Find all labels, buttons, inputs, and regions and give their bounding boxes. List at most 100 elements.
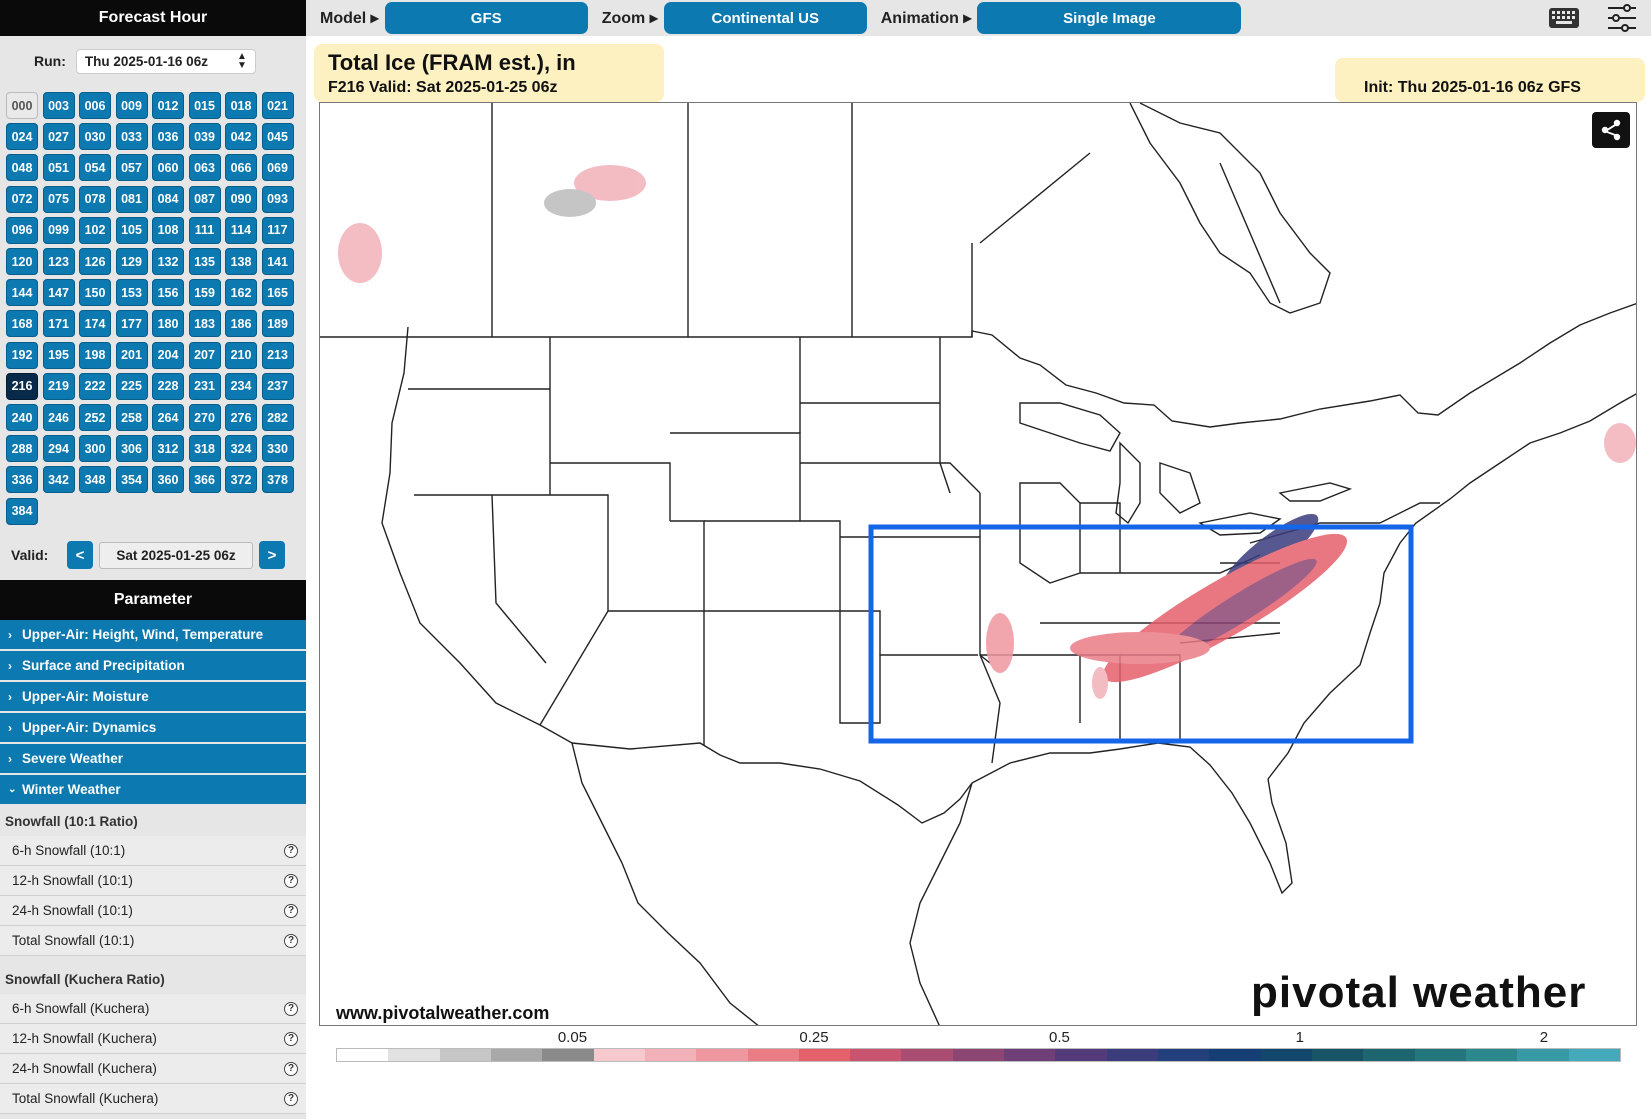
forecast-hour-button[interactable]: 354 <box>115 466 148 494</box>
animation-button[interactable]: Single Image <box>977 2 1242 34</box>
forecast-hour-button[interactable]: 330 <box>261 435 294 463</box>
param-12h-snowfall-10-1[interactable]: 12-h Snowfall (10:1)? <box>0 866 306 896</box>
forecast-hour-button[interactable]: 264 <box>152 404 184 431</box>
forecast-hour-button[interactable]: 180 <box>152 310 184 338</box>
forecast-hour-button[interactable]: 189 <box>261 310 294 338</box>
forecast-hour-button[interactable]: 135 <box>188 248 221 275</box>
forecast-hour-button[interactable]: 162 <box>225 279 257 307</box>
param-24h-snowfall-10-1[interactable]: 24-h Snowfall (10:1)? <box>0 896 306 926</box>
forecast-hour-button[interactable]: 198 <box>79 341 111 369</box>
forecast-hour-button[interactable]: 087 <box>188 185 221 213</box>
forecast-hour-button[interactable]: 378 <box>261 466 294 494</box>
forecast-hour-button[interactable]: 003 <box>42 92 75 119</box>
forecast-hour-button[interactable]: 252 <box>79 404 111 431</box>
forecast-hour-button[interactable]: 024 <box>6 123 38 151</box>
forecast-hour-button[interactable]: 039 <box>188 123 221 151</box>
forecast-hour-button[interactable]: 300 <box>79 435 111 463</box>
forecast-hour-button[interactable]: 219 <box>42 372 75 400</box>
forecast-hour-button[interactable]: 042 <box>225 123 257 151</box>
help-icon[interactable]: ? <box>284 873 298 888</box>
forecast-hour-button[interactable]: 084 <box>152 185 184 213</box>
forecast-hour-button[interactable]: 165 <box>261 279 294 307</box>
category-severe-weather[interactable]: › Severe Weather <box>0 744 306 773</box>
forecast-hour-button[interactable]: 168 <box>6 310 38 338</box>
forecast-hour-button[interactable]: 324 <box>225 435 257 463</box>
forecast-hour-button[interactable]: 123 <box>42 248 75 275</box>
forecast-hour-button[interactable]: 075 <box>42 185 75 213</box>
forecast-map[interactable] <box>319 102 1637 1026</box>
category-upper-air-height-wind-temperature[interactable]: › Upper-Air: Height, Wind, Temperature <box>0 620 306 649</box>
forecast-hour-button[interactable]: 066 <box>225 154 257 182</box>
forecast-hour-button[interactable]: 282 <box>261 404 294 431</box>
forecast-hour-button[interactable]: 048 <box>6 154 38 182</box>
forecast-hour-button[interactable]: 276 <box>225 404 257 431</box>
forecast-hour-button[interactable]: 207 <box>188 341 221 369</box>
forecast-hour-button[interactable]: 336 <box>6 466 38 494</box>
forecast-hour-button[interactable]: 006 <box>79 92 111 119</box>
forecast-hour-button[interactable]: 177 <box>115 310 148 338</box>
forecast-hour-button[interactable]: 225 <box>115 372 148 400</box>
forecast-hour-button[interactable]: 144 <box>6 279 38 307</box>
forecast-hour-button[interactable]: 213 <box>261 341 294 369</box>
zoom-button[interactable]: Continental US <box>663 2 867 34</box>
forecast-hour-button[interactable]: 132 <box>152 248 184 275</box>
forecast-hour-button[interactable]: 147 <box>42 279 75 307</box>
forecast-hour-button[interactable]: 201 <box>115 341 148 369</box>
forecast-hour-button[interactable]: 054 <box>79 154 111 182</box>
forecast-hour-button[interactable]: 186 <box>225 310 257 338</box>
forecast-hour-button[interactable]: 216 <box>6 372 38 400</box>
forecast-hour-button[interactable]: 069 <box>261 154 294 182</box>
forecast-hour-button[interactable]: 093 <box>261 185 294 213</box>
next-hour-button[interactable]: > <box>259 541 285 569</box>
param-24h-snowfall-kuchera[interactable]: 24-h Snowfall (Kuchera)? <box>0 1054 306 1084</box>
forecast-hour-button[interactable]: 222 <box>79 372 111 400</box>
forecast-hour-button[interactable]: 057 <box>115 154 148 182</box>
forecast-hour-button[interactable]: 306 <box>115 435 148 463</box>
help-icon[interactable]: ? <box>284 1001 298 1016</box>
forecast-hour-button[interactable]: 102 <box>79 216 111 244</box>
forecast-hour-button[interactable]: 051 <box>42 154 75 182</box>
forecast-hour-button[interactable]: 111 <box>188 216 221 244</box>
forecast-hour-button[interactable]: 372 <box>225 466 257 494</box>
forecast-hour-button[interactable]: 228 <box>152 372 184 400</box>
forecast-hour-button[interactable]: 348 <box>79 466 111 494</box>
forecast-hour-button[interactable]: 171 <box>42 310 75 338</box>
forecast-hour-button[interactable]: 063 <box>188 154 221 182</box>
forecast-hour-button[interactable]: 036 <box>152 123 184 151</box>
forecast-hour-button[interactable]: 126 <box>79 248 111 275</box>
help-icon[interactable]: ? <box>284 1091 298 1106</box>
param-12h-snowfall-kuchera[interactable]: 12-h Snowfall (Kuchera)? <box>0 1024 306 1054</box>
forecast-hour-button[interactable]: 120 <box>6 248 38 275</box>
forecast-hour-button[interactable]: 096 <box>6 216 38 244</box>
category-upper-air-moisture[interactable]: › Upper-Air: Moisture <box>0 682 306 711</box>
category-winter-weather[interactable]: ⌄ Winter Weather <box>0 775 306 804</box>
forecast-hour-button[interactable]: 000 <box>6 92 38 119</box>
forecast-hour-button[interactable]: 270 <box>188 404 221 431</box>
forecast-hour-button[interactable]: 012 <box>152 92 184 119</box>
forecast-hour-button[interactable]: 033 <box>115 123 148 151</box>
share-icon[interactable] <box>1592 112 1630 148</box>
param-total-snowfall-10-1[interactable]: Total Snowfall (10:1)? <box>0 926 306 956</box>
forecast-hour-button[interactable]: 234 <box>225 372 257 400</box>
forecast-hour-button[interactable]: 210 <box>225 341 257 369</box>
forecast-hour-button[interactable]: 258 <box>115 404 148 431</box>
forecast-hour-button[interactable]: 174 <box>79 310 111 338</box>
forecast-hour-button[interactable]: 060 <box>152 154 184 182</box>
run-select[interactable]: Thu 2025-01-16 06z ▲ ▼ <box>75 48 256 74</box>
forecast-hour-button[interactable]: 117 <box>261 216 294 244</box>
forecast-hour-button[interactable]: 312 <box>152 435 184 463</box>
forecast-hour-button[interactable]: 015 <box>188 92 221 119</box>
forecast-hour-button[interactable]: 204 <box>152 341 184 369</box>
forecast-hour-button[interactable]: 231 <box>188 372 221 400</box>
forecast-hour-button[interactable]: 318 <box>188 435 221 463</box>
param-total-snowfall-kuchera[interactable]: Total Snowfall (Kuchera)? <box>0 1084 306 1114</box>
forecast-hour-button[interactable]: 027 <box>42 123 75 151</box>
help-icon[interactable]: ? <box>284 933 298 948</box>
forecast-hour-button[interactable]: 129 <box>115 248 148 275</box>
forecast-hour-button[interactable]: 159 <box>188 279 221 307</box>
category-surface-and-precipitation[interactable]: › Surface and Precipitation <box>0 651 306 680</box>
forecast-hour-button[interactable]: 009 <box>115 92 148 119</box>
keyboard-icon[interactable] <box>1546 3 1582 33</box>
forecast-hour-button[interactable]: 183 <box>188 310 221 338</box>
forecast-hour-button[interactable]: 366 <box>188 466 221 494</box>
